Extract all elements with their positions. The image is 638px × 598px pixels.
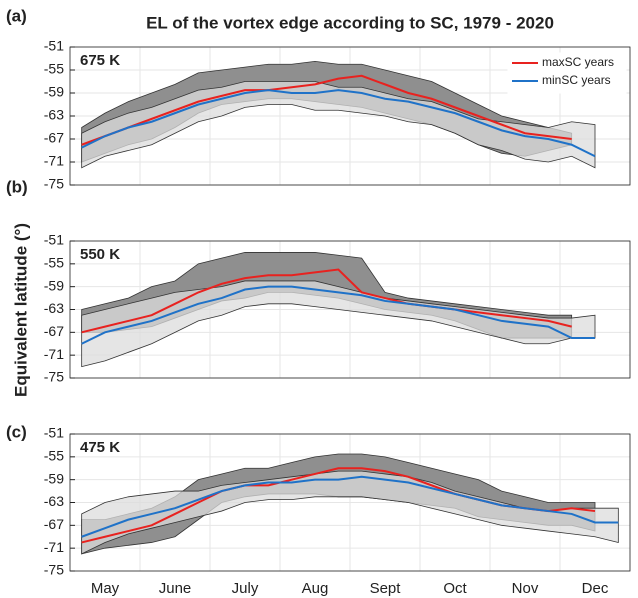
panel-label: (b) [6, 177, 28, 196]
y-tick-label: -59 [44, 470, 64, 486]
y-tick-label: -71 [44, 346, 64, 362]
level-annotation: 550 K [80, 246, 120, 263]
legend-label: maxSC years [542, 55, 614, 69]
y-tick-label: -55 [44, 448, 64, 464]
x-tick-label: Oct [443, 580, 467, 597]
y-tick-label: -75 [44, 562, 64, 578]
y-tick-label: -59 [44, 277, 64, 293]
series-line [81, 475, 619, 538]
series-line [81, 89, 596, 158]
y-tick-label: -67 [44, 516, 64, 532]
x-tick-label: Aug [302, 580, 329, 597]
envelope-band [81, 470, 619, 555]
y-tick-label: -75 [44, 369, 64, 385]
panel-label: (c) [6, 422, 27, 441]
level-annotation: 475 K [80, 439, 120, 456]
level-annotation: 675 K [80, 52, 120, 69]
x-tick-label: Dec [582, 580, 609, 597]
y-tick-label: -71 [44, 539, 64, 555]
y-tick-label: -51 [44, 425, 64, 441]
legend-label: minSC years [542, 73, 611, 87]
x-tick-label: July [232, 580, 259, 597]
y-tick-label: -67 [44, 323, 64, 339]
y-tick-label: -59 [44, 84, 64, 100]
y-tick-label: -55 [44, 255, 64, 271]
y-tick-label: -63 [44, 107, 64, 123]
y-tick-label: -51 [44, 38, 64, 54]
chart-title: EL of the vortex edge according to SC, 1… [146, 13, 554, 32]
legend-box [507, 52, 627, 94]
y-tick-label: -67 [44, 130, 64, 146]
y-tick-label: -51 [44, 232, 64, 248]
y-tick-label: -55 [44, 61, 64, 77]
y-tick-label: -75 [44, 176, 64, 192]
envelope-band [81, 81, 596, 169]
x-tick-label: Sept [370, 580, 402, 597]
panel-label: (a) [6, 6, 27, 25]
series-line [81, 74, 572, 146]
y-tick-label: -63 [44, 300, 64, 316]
series-line [81, 285, 595, 345]
y-axis-label: Equivalent latitude (°) [11, 223, 30, 397]
y-tick-label: -71 [44, 153, 64, 169]
x-tick-label: Nov [512, 580, 539, 597]
y-tick-label: -63 [44, 493, 64, 509]
series-line [81, 268, 572, 334]
x-tick-label: June [159, 580, 192, 597]
x-tick-label: May [91, 580, 120, 597]
